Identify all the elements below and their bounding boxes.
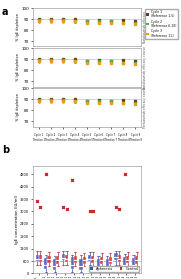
Y-axis label: IgE concentration (IU/ml): IgE concentration (IU/ml) (15, 195, 19, 244)
Y-axis label: % IgE depletion: % IgE depletion (16, 93, 20, 121)
Text: b: b (2, 145, 9, 155)
Bar (71, 257, 74, 269)
Bar (132, 258, 135, 270)
Bar (74, 256, 77, 263)
Y-axis label: % IgE depletion: % IgE depletion (16, 13, 20, 41)
Bar (36, 255, 39, 261)
Bar (126, 256, 129, 263)
Bar (47, 256, 50, 263)
Text: a: a (2, 7, 8, 17)
Bar (88, 255, 91, 261)
Bar (117, 255, 121, 262)
Legend: Apheresis, Control: Apheresis, Control (89, 266, 139, 272)
Bar (44, 258, 47, 269)
Bar (56, 256, 59, 263)
Bar (135, 256, 138, 263)
Bar (97, 259, 100, 270)
Y-axis label: % IgE depletion: % IgE depletion (16, 54, 20, 81)
Bar (39, 255, 42, 262)
Bar (91, 256, 94, 263)
Text: Natalizumab efficacy course: Natalizumab efficacy course (143, 46, 147, 89)
Bar (65, 255, 68, 263)
Bar (100, 257, 103, 264)
Text: Pertuzumab efficacy course: Pertuzumab efficacy course (143, 86, 147, 128)
Bar (62, 254, 65, 260)
Bar (53, 259, 56, 270)
Bar (114, 253, 117, 260)
Bar (83, 257, 86, 264)
Bar (106, 259, 109, 271)
Bar (109, 257, 112, 264)
Bar (123, 257, 126, 269)
Bar (79, 259, 83, 270)
Text: Natalizumab efficacy: Natalizumab efficacy (143, 11, 147, 44)
Legend: Cycle 1
(Reference 1-5), Cycle 2
(Reference 6-10), Cycle 3
(Reference 11-): Cycle 1 (Reference 1-5), Cycle 2 (Refere… (145, 8, 178, 39)
